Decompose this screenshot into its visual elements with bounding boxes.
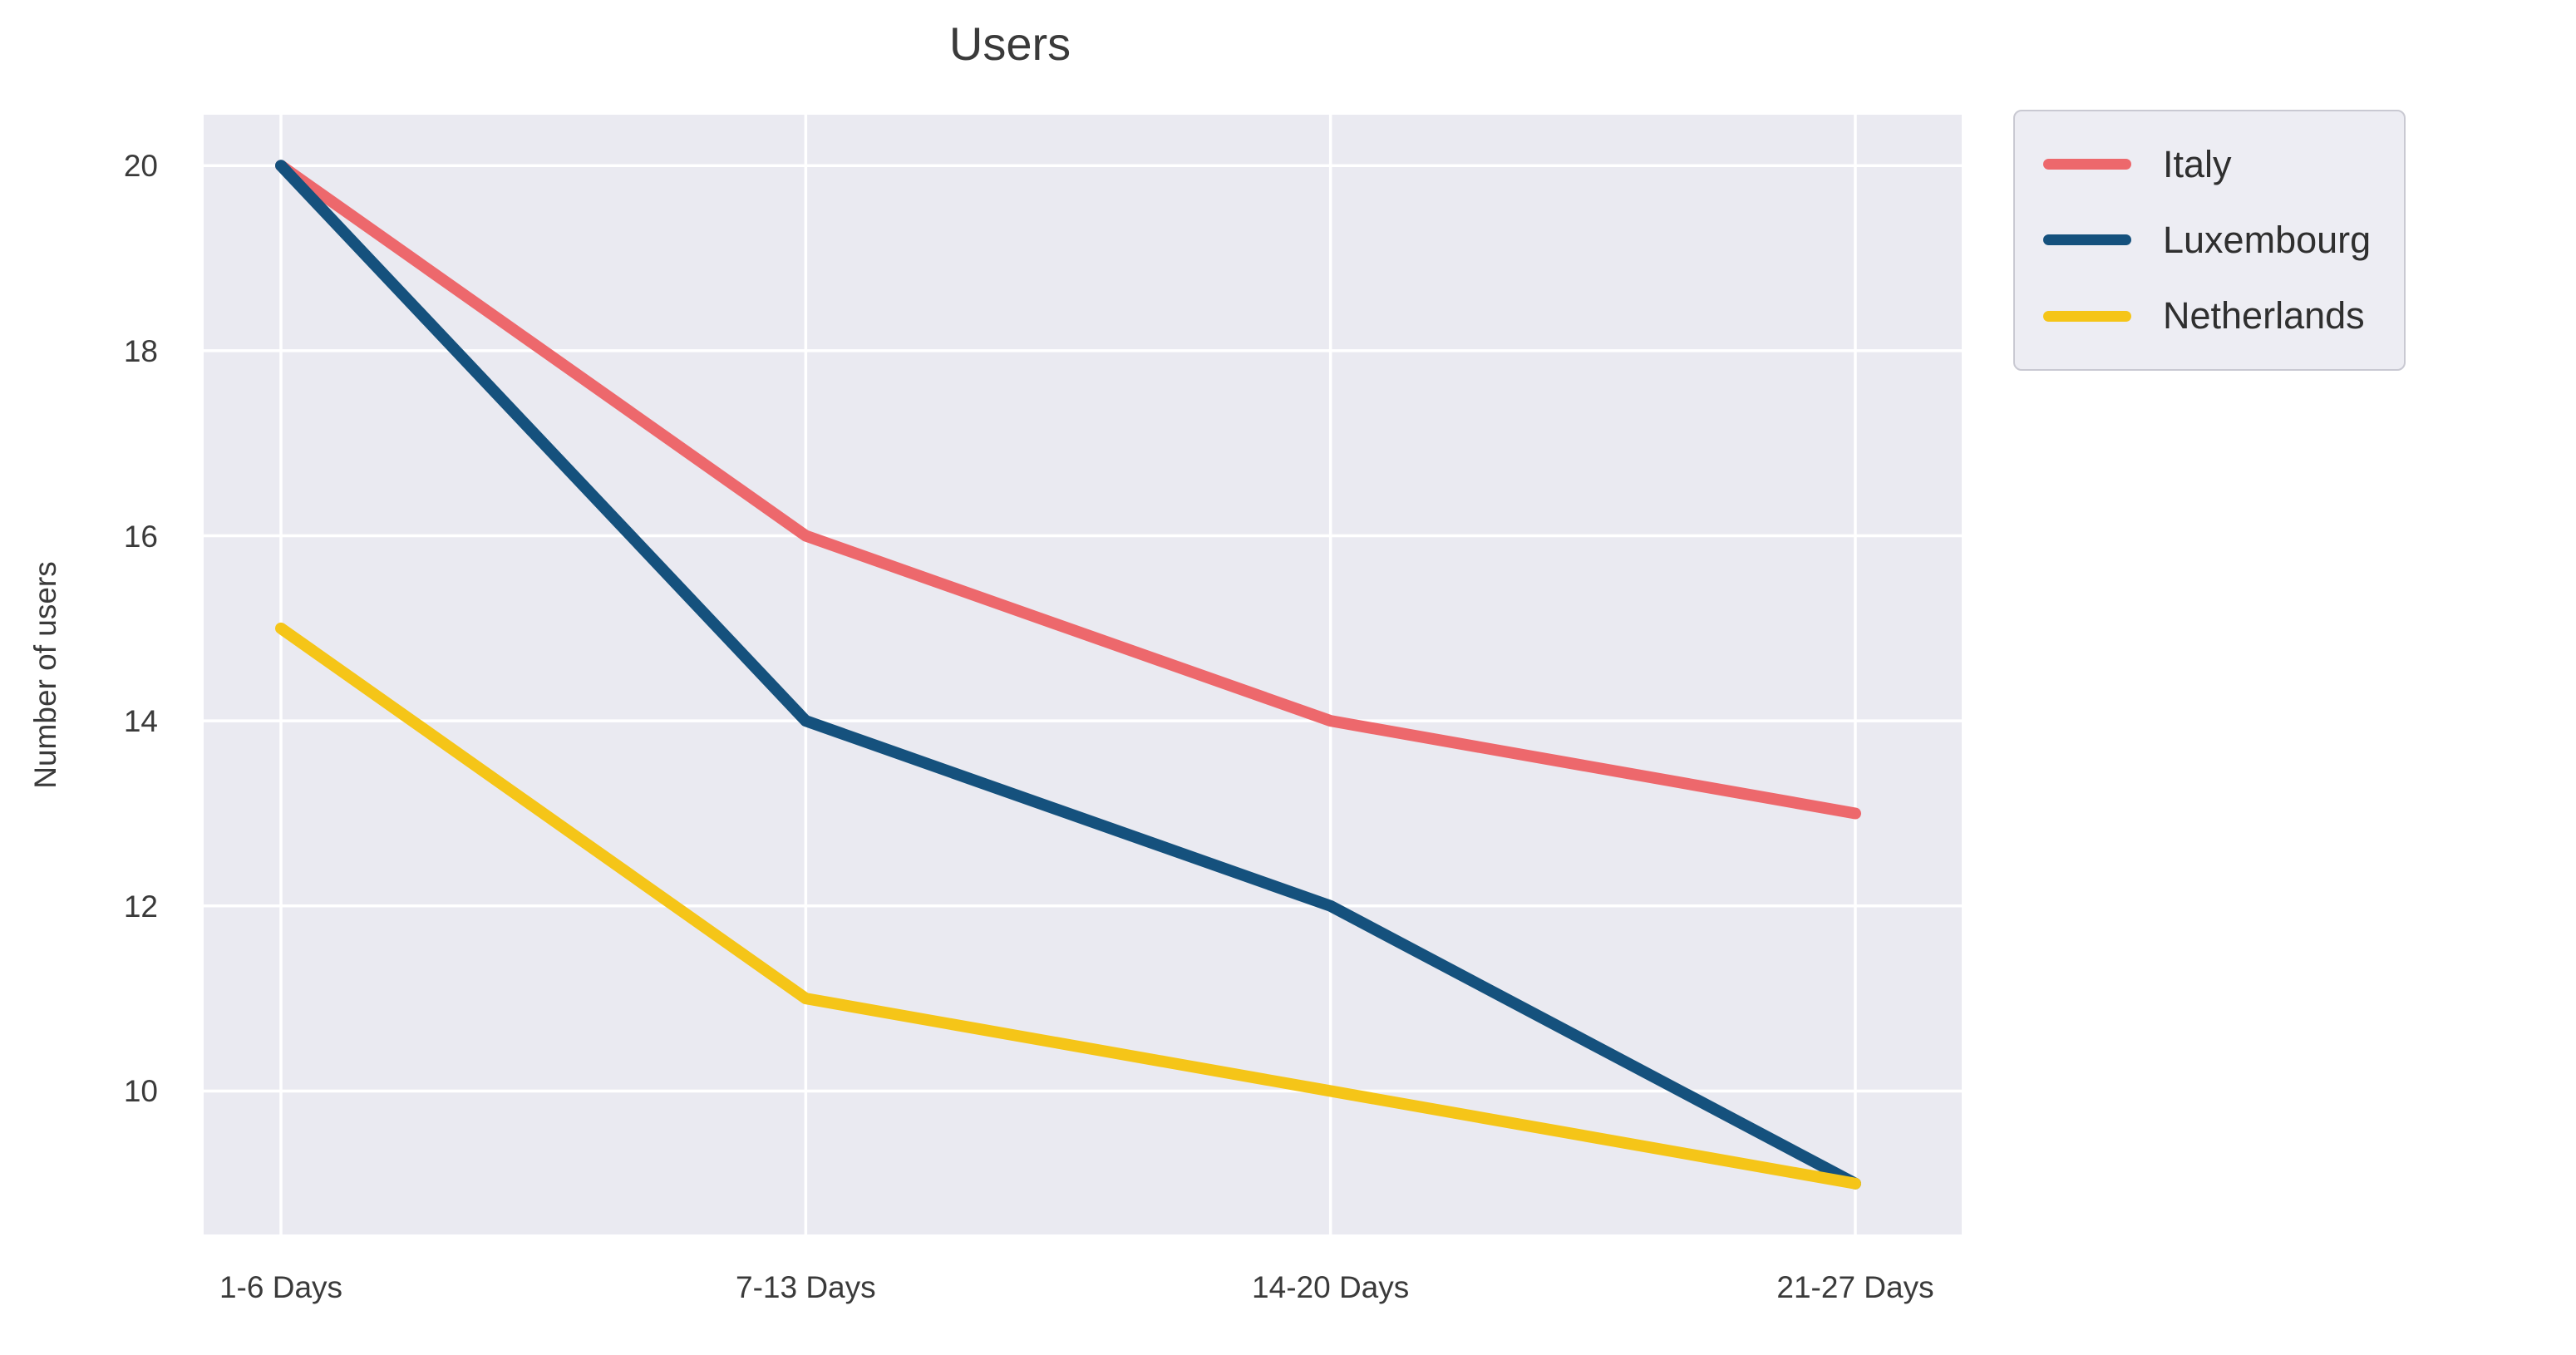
- legend: Italy Luxembourg Netherlands: [2013, 110, 2406, 371]
- y-axis-label: Number of users: [28, 561, 62, 789]
- x-tick-label: 7-13 Days: [736, 1270, 876, 1304]
- y-tick-label: 18: [123, 333, 158, 368]
- plot-area: [204, 115, 1962, 1234]
- legend-label: Luxembourg: [2163, 218, 2372, 261]
- series-line-italy: [275, 160, 1861, 820]
- chart-title: Users: [948, 17, 1071, 70]
- legend-line-swatch: [2043, 159, 2131, 170]
- series-line-netherlands: [275, 622, 1861, 1190]
- y-tick-label: 20: [123, 149, 158, 184]
- legend-line-swatch: [2043, 310, 2131, 322]
- x-tick-label: 1-6 Days: [219, 1270, 343, 1304]
- y-tick-label: 10: [123, 1074, 158, 1109]
- plot-canvas: [204, 115, 1962, 1234]
- x-tick-label: 21-27 Days: [1776, 1270, 1934, 1304]
- legend-line-swatch: [2043, 234, 2131, 246]
- series-line-luxembourg: [275, 160, 1861, 1190]
- legend-item-luxembourg: Luxembourg: [2043, 219, 2404, 262]
- y-tick-label: 14: [123, 704, 158, 739]
- legend-item-italy: Italy: [2043, 143, 2404, 186]
- y-tick-label: 12: [123, 889, 158, 924]
- legend-label: Netherlands: [2163, 294, 2365, 338]
- x-tick-label: 14-20 Days: [1252, 1270, 1410, 1304]
- legend-item-netherlands: Netherlands: [2043, 294, 2404, 338]
- y-tick-label: 16: [123, 519, 158, 554]
- legend-label: Italy: [2163, 142, 2232, 185]
